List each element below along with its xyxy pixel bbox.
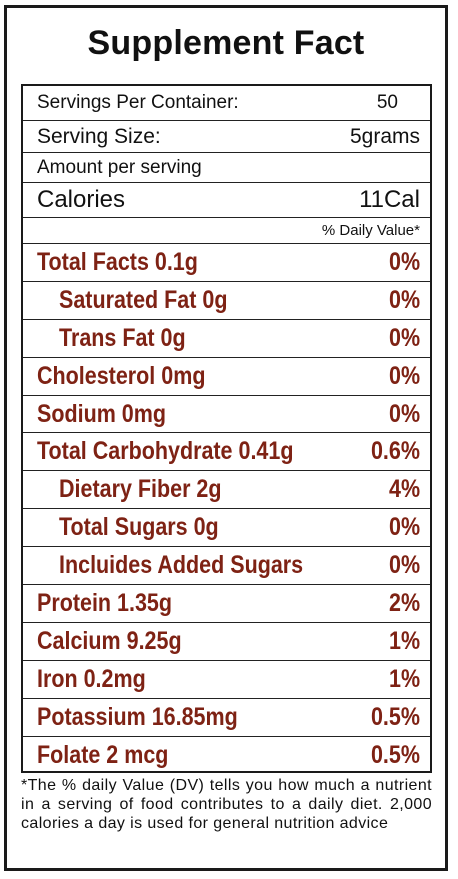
nutrient-row: Calcium 9.25g 1% bbox=[23, 623, 430, 661]
nutrient-row: Dietary Fiber 2g 4% bbox=[23, 471, 430, 510]
nutrient-daily-value: 1% bbox=[388, 664, 420, 693]
nutrient-daily-value: 0% bbox=[388, 361, 420, 390]
nutrient-label: Cholesterol 0mg bbox=[37, 361, 206, 390]
servings-per-container-row: Servings Per Container: 50 bbox=[23, 86, 430, 121]
nutrient-daily-value: 0.5% bbox=[370, 741, 420, 770]
nutrient-daily-value: 0% bbox=[388, 323, 420, 352]
nutrient-daily-value: 0.6% bbox=[370, 437, 420, 466]
nutrient-row: Total Carbohydrate 0.41g 0.6% bbox=[23, 434, 430, 472]
serving-size-value: 5grams bbox=[349, 124, 420, 148]
servings-per-container-label: Servings Per Container: bbox=[37, 92, 239, 113]
serving-size-row: Serving Size: 5grams bbox=[23, 121, 430, 153]
nutrient-label: Protein 1.35g bbox=[37, 589, 173, 618]
nutrient-daily-value: 0% bbox=[388, 399, 420, 428]
nutrient-row: Sodium 0mg 0% bbox=[23, 396, 430, 434]
nutrient-row: Incluides Added Sugars 0% bbox=[23, 547, 430, 586]
calories-value: 11Cal bbox=[359, 186, 420, 213]
nutrient-label: Total Facts 0.1g bbox=[37, 247, 198, 276]
nutrient-daily-value: 4% bbox=[388, 475, 420, 504]
daily-value-header: % Daily Value* bbox=[321, 222, 420, 239]
nutrient-daily-value: 0% bbox=[388, 247, 420, 276]
nutrient-row: Potassium 16.85mg 0.5% bbox=[23, 699, 430, 737]
nutrient-row: Saturated Fat 0g 0% bbox=[23, 282, 430, 320]
nutrient-label: Incluides Added Sugars bbox=[59, 551, 304, 580]
nutrient-label: Dietary Fiber 2g bbox=[59, 475, 222, 504]
nutrient-row: Cholesterol 0mg 0% bbox=[23, 358, 430, 396]
nutrient-row: Trans Fat 0g 0% bbox=[23, 320, 430, 358]
serving-size-label: Serving Size: bbox=[37, 124, 161, 148]
nutrient-label: Total Sugars 0g bbox=[59, 513, 219, 542]
nutrient-label: Iron 0.2mg bbox=[37, 664, 146, 693]
nutrient-label: Potassium 16.85mg bbox=[37, 702, 238, 731]
amount-per-serving-row: Amount per serving bbox=[23, 153, 430, 183]
nutrient-daily-value: 1% bbox=[388, 626, 420, 655]
nutrient-row: Folate 2 mcg 0.5% bbox=[23, 737, 430, 775]
panel-title: Supplement Fact bbox=[87, 23, 365, 62]
nutrient-label: Sodium 0mg bbox=[37, 399, 167, 428]
facts-table: Servings Per Container: 50 Serving Size:… bbox=[21, 84, 432, 773]
nutrient-daily-value: 0% bbox=[388, 513, 420, 542]
nutrient-daily-value: 0.5% bbox=[370, 702, 420, 731]
daily-value-header-row: % Daily Value* bbox=[23, 218, 430, 244]
amount-per-serving-label: Amount per serving bbox=[37, 156, 202, 178]
calories-row: Calories 11Cal bbox=[23, 183, 430, 218]
nutrient-daily-value: 0% bbox=[388, 285, 420, 314]
nutrient-label: Saturated Fat 0g bbox=[59, 285, 228, 314]
nutrient-daily-value: 2% bbox=[388, 589, 420, 618]
nutrient-label: Total Carbohydrate 0.41g bbox=[37, 437, 294, 466]
nutrient-label: Calcium 9.25g bbox=[37, 626, 182, 655]
nutrient-row: Total Facts 0.1g 0% bbox=[23, 244, 430, 282]
servings-per-container-value: 50 bbox=[376, 92, 398, 113]
nutrient-row: Total Sugars 0g 0% bbox=[23, 509, 430, 548]
supplement-facts-panel: Supplement Fact Servings Per Container: … bbox=[4, 5, 448, 871]
footnote: *The % daily Value (DV) tells you how mu… bbox=[21, 777, 432, 832]
nutrient-row: Protein 1.35g 2% bbox=[23, 585, 430, 623]
nutrient-row: Iron 0.2mg 1% bbox=[23, 661, 430, 699]
calories-label: Calories bbox=[37, 186, 126, 213]
nutrient-label: Trans Fat 0g bbox=[59, 323, 186, 352]
nutrient-label: Folate 2 mcg bbox=[37, 741, 169, 770]
nutrient-daily-value: 0% bbox=[388, 551, 420, 580]
